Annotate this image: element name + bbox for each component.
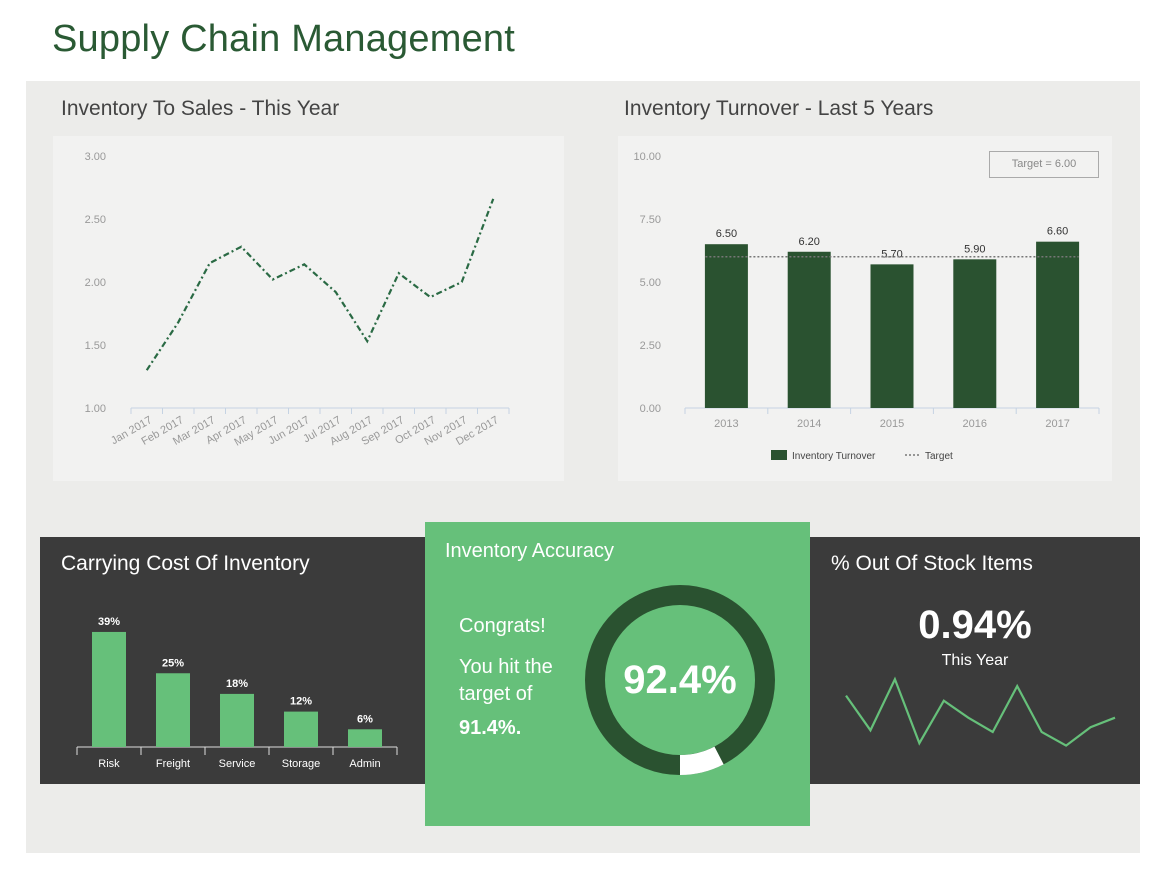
bar-value-label: 12% [290, 696, 312, 708]
legend-swatch-turnover [771, 450, 787, 460]
target-box: Target = 6.00 [989, 151, 1099, 178]
bar-2015 [870, 264, 914, 408]
congrats-text: Congrats! [459, 615, 546, 637]
y-tick-label: 1.50 [85, 340, 106, 352]
bar-value-label: 5.70 [881, 248, 902, 260]
y-tick-label: 0.00 [640, 403, 661, 415]
legend-label-target: Target [925, 451, 953, 462]
sparkline-svg [845, 676, 1116, 747]
x-tick-label: Admin [349, 758, 380, 770]
inventory-to-sales-line [145, 198, 495, 371]
y-tick-label: 5.00 [640, 277, 661, 289]
x-tick-label: 2015 [880, 418, 904, 430]
inventory-turnover-title: Inventory Turnover - Last 5 Years [624, 97, 934, 120]
inventory-accuracy-panel: Inventory Accuracy Congrats! You hit the… [425, 522, 810, 826]
bar-2016 [953, 259, 997, 408]
y-tick-label: 2.50 [85, 214, 106, 226]
inventory-to-sales-title: Inventory To Sales - This Year [61, 97, 340, 120]
x-tick-label: 2013 [714, 418, 738, 430]
x-tick-label: 2016 [963, 418, 987, 430]
y-tick-label: 2.50 [640, 340, 661, 352]
accuracy-donut [585, 585, 775, 775]
x-tick-label: 2014 [797, 418, 821, 430]
cost-chart-svg: 39% Risk 25% Freight 18% Service 12% Storage 6% A… [76, 616, 398, 770]
bar-value-label: 25% [162, 657, 184, 669]
target-value: 91.4%. [459, 717, 522, 739]
bar-value-label: 6% [357, 713, 373, 725]
bar-Freight [156, 673, 190, 747]
out-of-stock-value: 0.94% [918, 603, 1032, 647]
bar-value-label: 6.60 [1047, 226, 1068, 238]
out-of-stock-title: % Out Of Stock Items [831, 552, 1033, 575]
x-tick-label: Risk [98, 758, 120, 770]
bar-2017 [1036, 241, 1080, 408]
carrying-cost-panel: Carrying Cost Of Inventory 39% Risk 25% Fre… [40, 537, 426, 784]
x-tick-label: Freight [156, 758, 190, 770]
carrying-cost-title: Carrying Cost Of Inventory [61, 552, 310, 575]
out-of-stock-panel: % Out Of Stock Items 0.94% This Year [810, 537, 1140, 784]
bar-Admin [348, 729, 382, 747]
accuracy-value: 92.4% [623, 658, 737, 702]
y-tick-label: 10.00 [633, 151, 661, 163]
inventory-to-sales-chart: 1.00 1.50 2.00 2.50 3.00 Jan 2017 Feb 2017 Mar … [53, 136, 564, 481]
page-title: Supply Chain Management [52, 18, 515, 60]
legend-label-turnover: Inventory Turnover [792, 451, 876, 462]
x-tick-label: 2017 [1045, 418, 1069, 430]
y-tick-label: 2.00 [85, 277, 106, 289]
bar-Storage [284, 711, 318, 747]
bar-value-label: 5.90 [964, 243, 985, 255]
message-line-1: You hit the [459, 656, 553, 678]
inventory-turnover-chart: 0.00 2.50 5.00 7.50 10.00 6.50 2013 6.20 2014 5.7… [618, 136, 1112, 481]
bar-2014 [787, 251, 831, 408]
y-tick-label: 1.00 [85, 403, 106, 415]
x-tick-label: Storage [282, 758, 321, 770]
bar-2013 [704, 244, 748, 408]
donut-remaining-arc [679, 746, 724, 775]
message-line-2: target of [459, 683, 533, 705]
bar-value-label: 39% [98, 616, 120, 628]
bar-Risk [92, 631, 126, 747]
bar-value-label: 6.20 [798, 236, 819, 248]
y-tick-label: 7.50 [640, 214, 661, 226]
bar-chart-svg: 0.00 2.50 5.00 7.50 10.00 6.50 2013 6.20 2014 5.7… [633, 151, 1100, 462]
out-of-stock-sparkline [845, 676, 1116, 747]
out-of-stock-period: This Year [941, 652, 1009, 669]
bar-Service [220, 693, 254, 747]
bar-value-label: 6.50 [716, 228, 737, 240]
x-tick-label: Service [219, 758, 256, 770]
y-tick-label: 3.00 [85, 151, 106, 163]
bar-value-label: 18% [226, 678, 248, 690]
inventory-accuracy-title: Inventory Accuracy [445, 540, 614, 562]
